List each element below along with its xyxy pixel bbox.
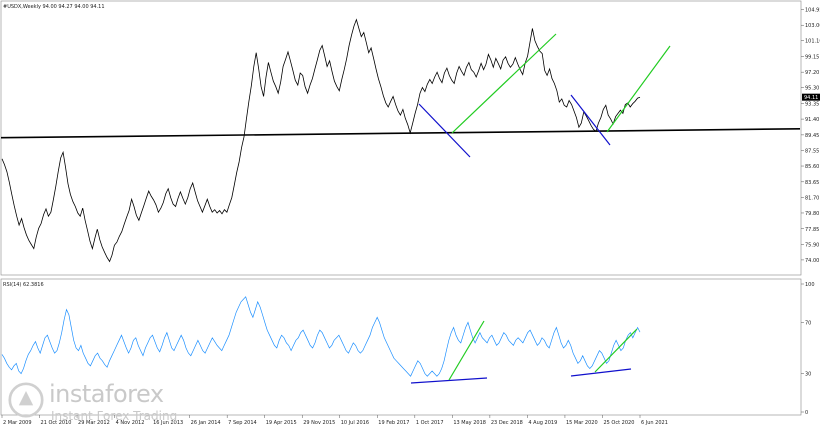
time-tick-label: 16 Jun 2013 — [153, 420, 183, 426]
price-tick-label: 77.85 — [805, 227, 819, 233]
watermark-tagline: Instant Forex Trading — [51, 409, 178, 423]
rsi-tick-label: 70 — [805, 320, 811, 326]
time-tick-label: 29 Nov 2015 — [303, 420, 335, 426]
price-tick-label: 93.35 — [805, 101, 819, 107]
time-tick-label: 6 Jun 2021 — [641, 420, 668, 426]
price-tick-label: 81.70 — [805, 196, 819, 202]
price-panel — [0, 0, 802, 276]
price-tick-label: 104.95 — [805, 7, 820, 13]
time-tick-label: 26 Jan 2014 — [191, 420, 221, 426]
time-tick-label: 4 Aug 2019 — [528, 420, 557, 426]
blue-trendline-2 — [570, 94, 611, 146]
blue-trendline-1 — [418, 103, 471, 158]
time-tick-label: 19 Apr 2015 — [266, 420, 297, 426]
time-tick-label: 10 Jul 2016 — [341, 420, 369, 426]
price-tick-label: 74.00 — [805, 258, 819, 264]
rsi-tick-label: 30 — [805, 372, 811, 378]
price-tick-label: 97.20 — [805, 70, 819, 76]
time-tick-label: 7 Sep 2014 — [228, 420, 257, 426]
price-tick-label: 87.55 — [805, 148, 819, 154]
rsi-tick-label: 100 — [805, 282, 815, 288]
rsi-blue-trendline-1 — [410, 377, 488, 384]
price-tick-label: 103.00 — [805, 23, 820, 29]
rsi-title: RSI(14) 62.3816 — [3, 282, 44, 288]
price-tick-label: 79.80 — [805, 211, 819, 217]
rsi-axis: 100 70 30 0 — [801, 282, 815, 416]
green-trendline-1 — [451, 33, 557, 134]
time-tick-label: 25 Oct 2020 — [603, 420, 634, 426]
time-tick-label: 4 Nov 2012 — [116, 420, 145, 426]
time-tick-label: 1 Oct 2017 — [416, 420, 444, 426]
last-price-marker — [802, 93, 820, 101]
price-tick-label: 101.10 — [805, 39, 820, 45]
green-trendline-2 — [606, 45, 671, 133]
price-tick-label: 75.90 — [805, 243, 819, 249]
time-tick-label: 15 Mar 2020 — [566, 420, 598, 426]
time-tick-label: 2 Mar 2009 — [3, 420, 32, 426]
time-tick-label: 13 May 2018 — [453, 420, 486, 426]
price-axis: 104.95 103.00 101.10 99.15 97.20 95.30 93.35 91… — [801, 7, 820, 264]
price-series-line — [1, 18, 641, 263]
time-tick-label: 23 Dec 2018 — [491, 420, 523, 426]
time-tick-label: 19 Feb 2017 — [378, 420, 409, 426]
price-tick-label: 95.30 — [805, 86, 819, 92]
time-tick-label: 29 Mar 2012 — [78, 420, 110, 426]
rsi-green-trendline-2 — [594, 328, 638, 373]
rsi-series-line — [1, 296, 641, 377]
price-tick-label: 91.40 — [805, 117, 819, 123]
watermark-brand: instaforex — [49, 380, 164, 408]
price-tick-label: 85.60 — [805, 164, 819, 170]
rsi-blue-trendline-2 — [570, 368, 632, 377]
last-price-label: 94.11 — [804, 95, 818, 101]
instaforex-logo-icon — [8, 382, 44, 418]
rsi-panel — [0, 278, 802, 416]
price-tick-label: 99.15 — [805, 54, 819, 60]
price-tick-label: 89.45 — [805, 133, 819, 139]
support-line — [0, 128, 801, 139]
rsi-tick-label: 0 — [805, 410, 808, 416]
rsi-green-trendline-1 — [448, 320, 485, 381]
time-axis: 2 Mar 2009 21 Oct 2010 29 Mar 2012 4 Nov 20… — [1, 415, 668, 426]
price-title: #USDX,Weekly 94.00 94.27 94.00 94.11 — [3, 4, 105, 10]
time-tick-label: 21 Oct 2010 — [41, 420, 72, 426]
price-tick-label: 83.65 — [805, 180, 819, 186]
